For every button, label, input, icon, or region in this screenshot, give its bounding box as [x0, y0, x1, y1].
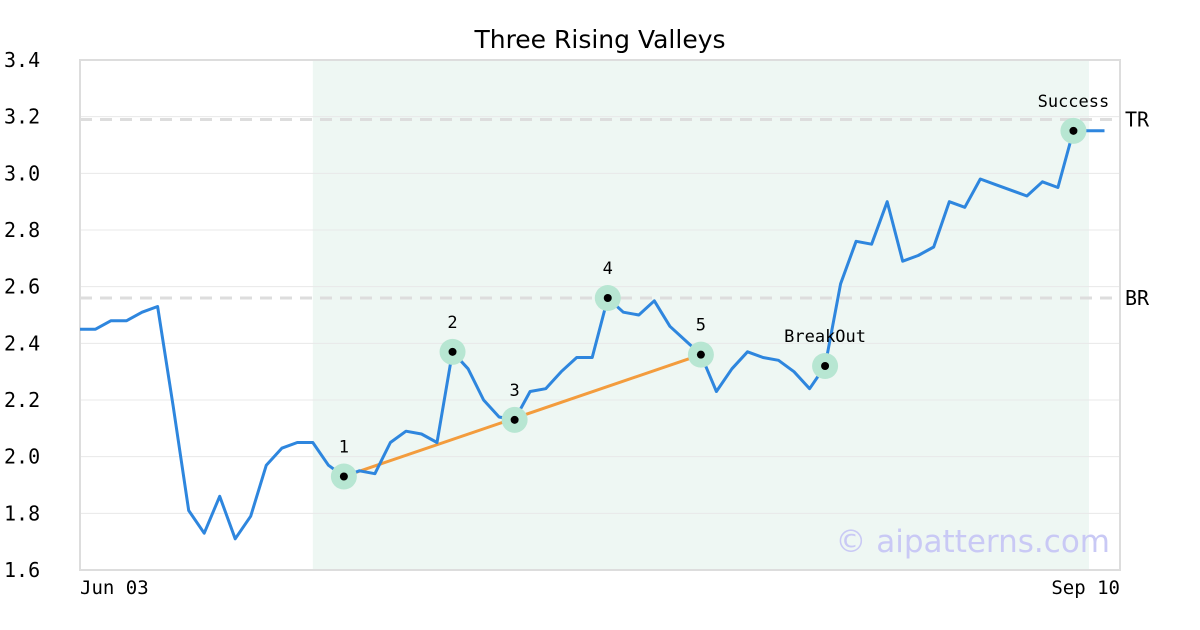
annotation-label: BreakOut	[784, 327, 866, 347]
marker-dot	[696, 350, 705, 359]
level-label: BR	[1125, 286, 1150, 310]
x-tick-layer: Jun 03 Sep 10	[80, 577, 1120, 599]
y-tick-label: 1.8	[4, 501, 40, 525]
highlight-region	[312, 60, 1089, 570]
level-label: TR	[1125, 108, 1150, 132]
y-tick-label: 1.6	[4, 558, 40, 582]
annotation-layer: 1 2 3 4 5 BreakOut Success	[330, 92, 1110, 490]
y-tick-layer: 1.6 1.8 2.0 2.2 2.4 2.6 2.8 3.0 3.2 3.4	[4, 48, 40, 582]
marker-dot	[339, 472, 348, 481]
annotation-label: 3	[510, 381, 520, 401]
marker-dot	[510, 415, 519, 424]
watermark: © aipatterns.com	[835, 524, 1110, 560]
annotation-label: 2	[447, 313, 457, 333]
y-tick-label: 2.6	[4, 275, 40, 299]
price-line	[80, 129, 1105, 541]
y-tick-label: 3.4	[4, 48, 40, 72]
x-tick-label: Sep 10	[1051, 577, 1120, 599]
marker-dot	[821, 362, 830, 370]
highlight-region-layer	[312, 60, 1089, 570]
marker-dot	[603, 294, 612, 302]
annotation-label: 1	[339, 438, 349, 458]
y-tick-label: 3.0	[4, 161, 40, 185]
y-tick-label: 2.4	[4, 331, 40, 355]
y-tick-label: 2.0	[4, 445, 40, 469]
y-tick-label: 3.2	[4, 105, 40, 129]
y-tick-label: 2.8	[4, 218, 40, 242]
annotation-label: 4	[603, 259, 613, 279]
y-tick-label: 2.2	[4, 388, 40, 412]
marker-dot	[1069, 126, 1078, 135]
annotation-label: 5	[696, 316, 706, 336]
marker-dot	[448, 347, 457, 356]
chart-title: Three Rising Valleys	[473, 25, 725, 54]
annotation-label: Success	[1038, 92, 1110, 112]
x-tick-label: Jun 03	[80, 577, 149, 599]
plot-frame	[79, 59, 1121, 571]
series-line-layer	[80, 129, 1105, 541]
